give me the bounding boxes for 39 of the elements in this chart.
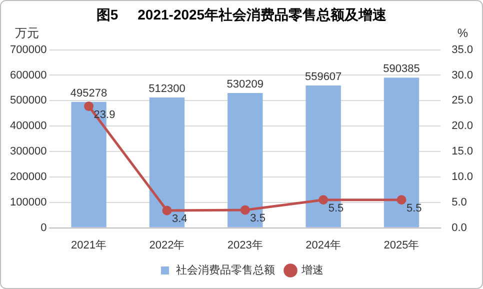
y-tick-label: 300000: [10, 146, 47, 158]
y2-tick-label: 5.0: [452, 196, 467, 208]
data-label: 590385: [383, 63, 420, 76]
bar: [149, 98, 185, 228]
x-tick-label: 2024年: [306, 239, 342, 252]
y-axis-title: 万元: [15, 26, 39, 40]
point: [396, 195, 406, 205]
y-tick-label: 500000: [10, 94, 47, 107]
bar: [384, 78, 420, 228]
y-tick-label: 400000: [10, 120, 47, 132]
y2-tick-label: 25.0: [452, 94, 474, 107]
y-tick-label: 0: [40, 222, 47, 234]
data-label: 530209: [226, 78, 264, 91]
point: [318, 195, 328, 205]
point: [240, 205, 250, 215]
chart-title: 图5 2021-2025年社会消费品零售总额及增速: [96, 6, 388, 22]
y-tick-label: 200000: [10, 170, 47, 183]
y-tick-label: 100000: [10, 196, 47, 208]
y2-tick-label: 30.0: [452, 69, 474, 82]
y2-axis-title: %: [457, 26, 468, 40]
x-tick-label: 2021年: [71, 239, 107, 252]
y2-tick-label: 15.0: [452, 146, 474, 158]
x-tick-label: 2025年: [384, 239, 420, 252]
data-label: 495278: [70, 87, 108, 100]
bar: [228, 92, 263, 228]
point: [162, 206, 172, 216]
legend-label: 社会消费品零售总额: [176, 264, 275, 277]
y-tick-label: 700000: [10, 44, 47, 56]
legend-label: 增速: [300, 264, 324, 277]
y2-tick-label: 35.0: [452, 44, 474, 56]
data-label: 559607: [304, 71, 342, 84]
y2-tick-label: 10.0: [452, 170, 474, 183]
data-label: 512300: [148, 83, 186, 96]
y2-tick-label: 20.0: [452, 120, 474, 132]
y2-tick-label: 0.0: [452, 222, 467, 234]
x-tick-label: 2023年: [227, 239, 263, 252]
point: [84, 102, 94, 111]
y-tick-label: 600000: [10, 69, 47, 82]
x-tick-label: 2022年: [149, 239, 185, 252]
